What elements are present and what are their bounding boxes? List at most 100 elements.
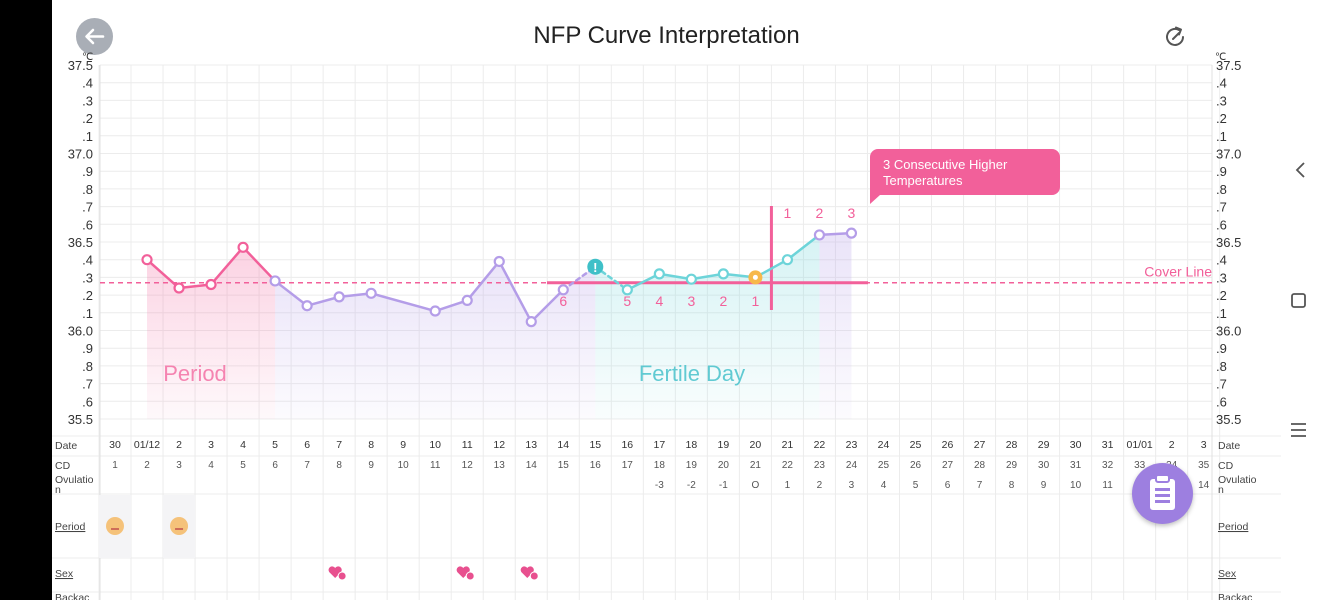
y-tick-left: .3 [82, 270, 93, 285]
cd-cell: 11 [430, 460, 441, 471]
neutral-face-icon[interactable] [170, 517, 189, 535]
date-cell[interactable]: 8 [368, 439, 374, 451]
cd-cell: 20 [718, 460, 730, 471]
date-cell[interactable]: 27 [974, 439, 986, 451]
date-cell[interactable]: 14 [557, 439, 569, 451]
annotation-bubble [870, 149, 1060, 204]
heart-icon[interactable] [520, 566, 534, 578]
y-tick-left: .3 [82, 93, 93, 108]
cd-cell: 18 [654, 460, 666, 471]
temperature-point[interactable] [237, 241, 249, 253]
date-cell[interactable]: 2 [176, 439, 182, 451]
y-tick-left: .4 [82, 253, 93, 268]
temperature-point[interactable] [205, 278, 217, 291]
count-label: 2 [719, 293, 727, 309]
temperature-point[interactable] [269, 275, 281, 287]
date-cell[interactable]: 12 [493, 439, 505, 451]
y-tick-right: .1 [1216, 306, 1227, 321]
temperature-point[interactable] [461, 294, 473, 307]
period-phase-label: Period [163, 361, 227, 386]
ovulation-cell: 4 [881, 480, 887, 491]
y-unit-right: ℃ [1215, 52, 1226, 63]
y-tick-right: 35.5 [1216, 412, 1241, 427]
ovulation-cell: 8 [1009, 480, 1015, 491]
ovulation-cell: 5 [913, 480, 919, 491]
temperature-point[interactable] [333, 291, 345, 303]
y-tick-right: .4 [1216, 253, 1227, 268]
y-tick-left: .2 [82, 288, 93, 303]
date-cell[interactable]: 5 [272, 439, 278, 451]
date-cell[interactable]: 24 [878, 439, 890, 451]
temperature-point[interactable] [781, 254, 794, 266]
temperature-point[interactable] [813, 229, 826, 241]
y-tick-left: .8 [82, 359, 93, 374]
square-icon[interactable] [1289, 291, 1309, 311]
date-cell[interactable]: 6 [304, 439, 310, 451]
temperature-point[interactable] [141, 254, 153, 266]
row-label-date: Date [55, 440, 77, 452]
date-cell[interactable]: 10 [429, 439, 441, 451]
temperature-point[interactable] [717, 268, 729, 280]
clipboard-icon [1150, 474, 1175, 510]
date-cell[interactable]: 2 [1169, 439, 1175, 451]
date-cell[interactable]: 21 [782, 439, 794, 451]
ovulation-cell: O [752, 480, 760, 491]
temperature-point[interactable] [621, 284, 633, 296]
temperature-point[interactable] [301, 300, 313, 312]
date-cell[interactable]: 3 [208, 439, 214, 451]
date-cell[interactable]: 22 [814, 439, 826, 451]
temperature-point[interactable] [365, 287, 377, 299]
date-cell[interactable]: 20 [750, 439, 762, 451]
crying-face-icon[interactable] [106, 517, 124, 535]
y-tick-right: .6 [1216, 394, 1227, 409]
refresh-share-button[interactable] [1162, 24, 1188, 50]
cd-cell: 23 [814, 460, 826, 471]
date-cell[interactable]: 19 [718, 439, 730, 451]
date-cell[interactable]: 17 [653, 439, 665, 451]
date-cell[interactable]: 13 [525, 439, 537, 451]
back-button[interactable] [76, 18, 113, 55]
temperature-point[interactable] [525, 316, 537, 328]
date-cell[interactable]: 26 [942, 439, 954, 451]
date-cell[interactable]: 25 [910, 439, 922, 451]
cd-cell: 22 [782, 460, 794, 471]
date-cell[interactable]: 31 [1102, 439, 1114, 451]
cd-cell: 17 [622, 460, 634, 471]
y-tick-right: .2 [1216, 111, 1227, 126]
date-cell[interactable]: 30 [1070, 439, 1082, 451]
temperature-point[interactable] [845, 227, 858, 239]
curve-segment [465, 260, 501, 302]
chevron-left-icon[interactable] [1291, 160, 1311, 180]
date-cell[interactable]: 15 [589, 439, 601, 451]
heart-icon[interactable] [456, 566, 470, 578]
record-clipboard-button[interactable] [1132, 463, 1193, 524]
y-tick-left: .7 [82, 200, 93, 215]
menu-lines-icon[interactable] [1289, 420, 1309, 440]
temperature-point[interactable] [557, 284, 569, 296]
date-cell[interactable]: 4 [240, 439, 246, 451]
temperature-point[interactable] [653, 268, 665, 280]
date-cell[interactable]: 18 [686, 439, 698, 451]
date-cell[interactable]: 30 [109, 439, 121, 451]
date-cell[interactable]: 9 [400, 439, 406, 451]
temperature-chart: Cover Line!6 5 4 3 2 11 2 33 Consecutive Higher… [52, 52, 1281, 600]
pill-icon [529, 571, 539, 581]
count-label: 3 [687, 293, 695, 309]
date-cell[interactable]: 01/01 [1126, 439, 1152, 451]
temperature-point[interactable] [173, 282, 185, 294]
date-cell[interactable]: 3 [1201, 439, 1207, 451]
temperature-point[interactable] [493, 255, 505, 268]
date-cell[interactable]: 23 [846, 439, 858, 451]
temperature-point[interactable] [429, 305, 441, 317]
cd-cell: 28 [974, 460, 986, 471]
row-label-ovulation: Ovulatio [1218, 474, 1257, 486]
date-cell[interactable]: 28 [1006, 439, 1018, 451]
date-cell[interactable]: 7 [336, 439, 342, 451]
date-cell[interactable]: 11 [462, 439, 473, 451]
alert-point[interactable] [587, 258, 604, 275]
temperature-point[interactable] [685, 273, 697, 285]
date-cell[interactable]: 29 [1038, 439, 1050, 451]
heart-icon[interactable] [328, 566, 342, 578]
date-cell[interactable]: 16 [621, 439, 633, 451]
date-cell[interactable]: 01/12 [134, 439, 160, 451]
